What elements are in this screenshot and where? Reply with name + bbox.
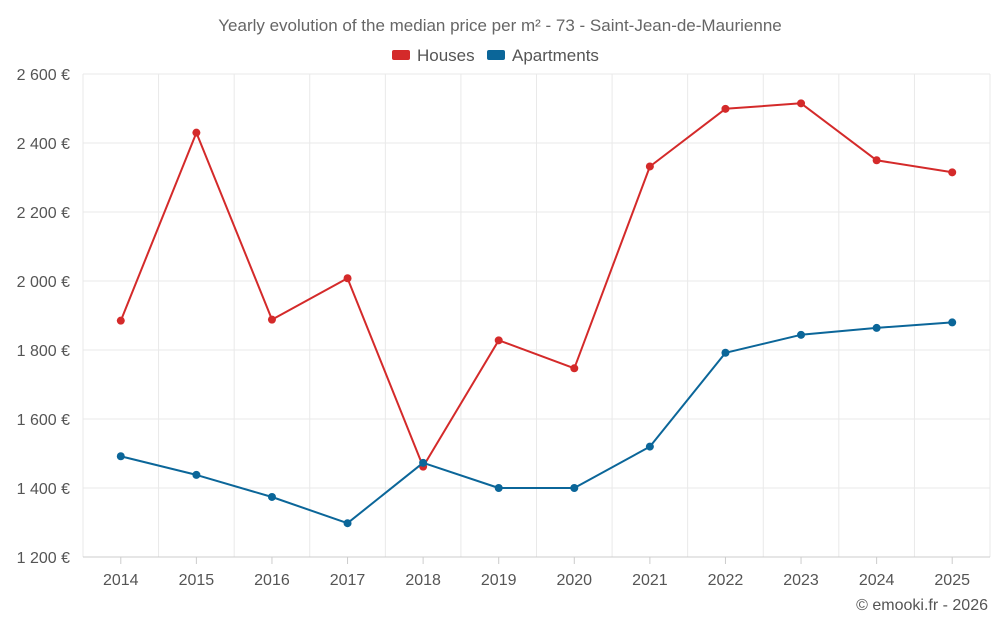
data-point-houses xyxy=(872,156,881,165)
x-tick-label: 2018 xyxy=(405,572,441,589)
legend-swatch-houses xyxy=(392,50,410,60)
data-point-houses xyxy=(267,315,276,324)
data-point-houses xyxy=(721,104,730,113)
x-tick-label: 2020 xyxy=(556,572,592,589)
chart-title: Yearly evolution of the median price per… xyxy=(218,16,782,35)
legend-swatch-apartments xyxy=(487,50,505,60)
data-point-houses xyxy=(948,168,957,177)
data-point-apartments xyxy=(192,470,201,479)
data-point-apartments xyxy=(570,484,579,492)
data-point-houses xyxy=(192,128,201,137)
x-tick-label: 2014 xyxy=(103,572,139,589)
series-line-houses xyxy=(119,102,953,468)
x-tick-label: 2017 xyxy=(330,572,366,589)
data-point-houses xyxy=(797,99,806,108)
series-layer xyxy=(116,99,957,528)
y-tick-label: 1 400 € xyxy=(17,481,70,498)
data-point-apartments xyxy=(948,318,957,327)
x-tick-label: 2022 xyxy=(708,572,744,589)
data-point-apartments xyxy=(343,519,352,528)
y-tick-label: 1 600 € xyxy=(17,412,70,429)
legend-label-apartments: Apartments xyxy=(512,46,599,65)
gridlines xyxy=(82,73,991,557)
x-tick-label: 2019 xyxy=(481,572,517,589)
legend: Houses Apartments xyxy=(392,46,599,65)
data-point-apartments xyxy=(267,492,276,501)
y-tick-label: 2 400 € xyxy=(17,136,70,153)
data-point-apartments xyxy=(797,330,806,339)
x-tick-label: 2015 xyxy=(179,572,215,589)
data-point-houses xyxy=(570,364,579,373)
data-point-houses xyxy=(116,316,125,325)
x-tick-label: 2016 xyxy=(254,572,290,589)
data-point-apartments xyxy=(494,484,503,492)
data-point-apartments xyxy=(419,458,428,467)
legend-label-houses: Houses xyxy=(417,46,475,65)
data-point-apartments xyxy=(645,442,654,451)
y-tick-label: 2 000 € xyxy=(17,274,70,291)
data-point-apartments xyxy=(116,452,125,461)
x-tick-label: 2021 xyxy=(632,572,668,589)
y-tick-label: 2 600 € xyxy=(17,67,70,84)
data-point-apartments xyxy=(721,348,730,357)
x-tick-label: 2024 xyxy=(859,572,895,589)
data-point-apartments xyxy=(872,323,881,332)
data-point-houses xyxy=(494,336,503,345)
data-point-houses xyxy=(343,274,352,283)
series-line-apartments xyxy=(120,321,953,525)
x-tick-label: 2025 xyxy=(934,572,970,589)
y-tick-label: 2 200 € xyxy=(17,205,70,222)
credit-text: © emooki.fr - 2026 xyxy=(856,597,988,614)
y-tick-label: 1 200 € xyxy=(17,550,70,567)
y-tick-label: 1 800 € xyxy=(17,343,70,360)
axes: 1 200 € 1 400 € 1 600 € 1 800 € 2 000 € 2 200… xyxy=(17,67,990,589)
x-tick-label: 2023 xyxy=(783,572,819,589)
data-point-houses xyxy=(645,162,654,171)
